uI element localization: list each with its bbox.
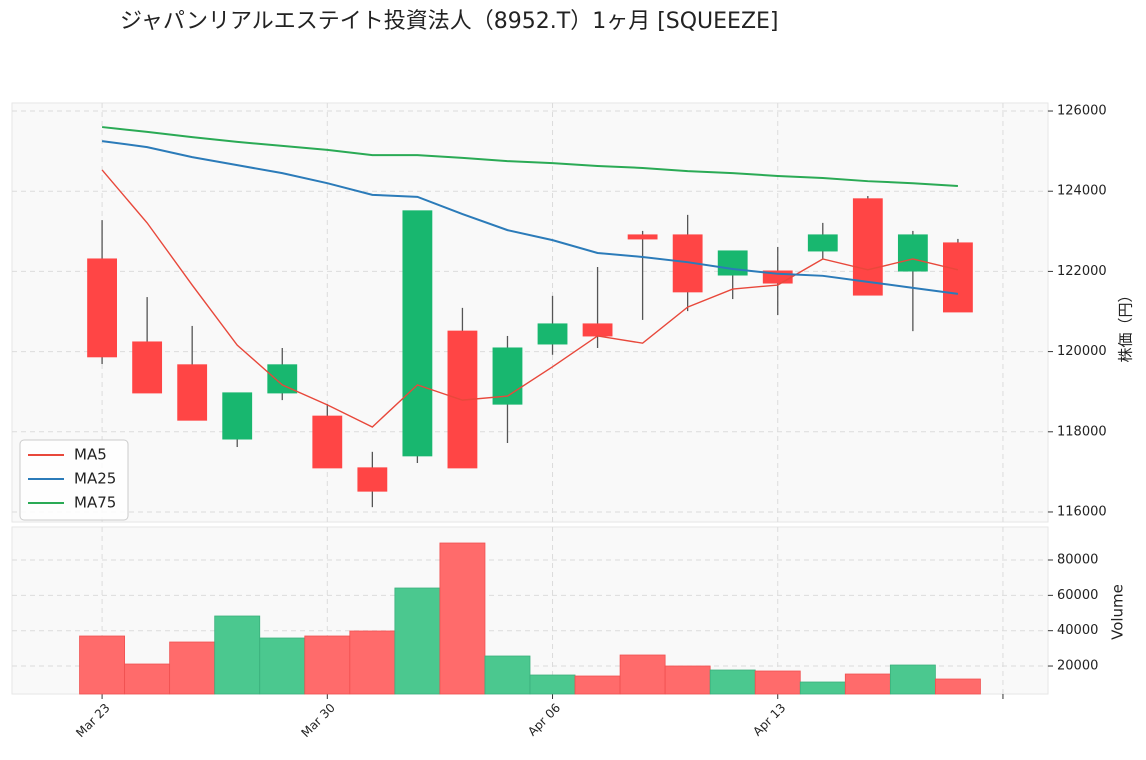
volume-bar <box>844 673 891 695</box>
y-tick-label: 122000 <box>1057 264 1107 279</box>
candle-body <box>897 234 928 272</box>
candle-body <box>312 415 343 469</box>
volume-bar <box>79 635 126 695</box>
candle-body <box>627 234 658 240</box>
x-tick-label: Apr 06 <box>525 701 563 739</box>
volume-bar <box>664 665 711 695</box>
volume-bar <box>799 681 846 695</box>
price-panel <box>11 102 1049 523</box>
volume-bar <box>394 587 441 695</box>
volume-axis-label: Volume <box>1109 584 1127 640</box>
y-axis-label: 株価（円） <box>1117 287 1135 362</box>
ma-line <box>101 140 959 295</box>
volume-bar <box>124 663 171 695</box>
volume-bar <box>574 675 621 695</box>
candle-body <box>267 364 298 394</box>
legend: MA5 MA25 MA75 <box>19 439 129 521</box>
volume-bar <box>214 615 261 695</box>
volume-tick-label: 60000 <box>1057 588 1098 603</box>
x-tick-label: Apr 13 <box>750 701 788 739</box>
candle-body <box>852 198 883 296</box>
candle-body <box>717 250 748 276</box>
y-tick-label: 118000 <box>1057 424 1107 439</box>
volume-bar <box>619 654 666 695</box>
candle-body <box>807 234 838 252</box>
volume-bar <box>529 674 576 695</box>
x-tick-label: Mar 23 <box>73 701 112 740</box>
y-tick-label: 124000 <box>1057 184 1107 199</box>
legend-label: MA25 <box>74 470 116 488</box>
candle-body <box>537 323 568 345</box>
candle-body <box>222 392 253 440</box>
volume-bar <box>754 670 801 695</box>
candle-body <box>402 210 433 457</box>
legend-box <box>19 439 129 521</box>
y-tick-label: 126000 <box>1057 104 1107 119</box>
chart-title: ジャパンリアルエステイト投資法人（8952.T）1ヶ月 [SQUEEZE] <box>120 9 779 34</box>
candle-body <box>492 347 523 405</box>
volume-tick-label: 80000 <box>1057 553 1098 568</box>
volume-bar <box>889 664 936 695</box>
volume-bar <box>934 678 981 695</box>
candle-body <box>582 323 613 337</box>
y-tick-label: 120000 <box>1057 344 1107 359</box>
volume-tick-label: 40000 <box>1057 623 1098 638</box>
candle-body <box>357 467 388 492</box>
volume-bar <box>349 630 396 695</box>
candle-body <box>942 242 973 313</box>
candle-body <box>177 364 208 421</box>
volume-bar <box>484 655 531 695</box>
legend-label: MA75 <box>74 494 116 512</box>
volume-bar <box>304 635 351 695</box>
volume-bar <box>709 669 756 695</box>
candle-body <box>132 341 163 394</box>
volume-bar <box>169 641 216 695</box>
volume-bar <box>259 637 306 695</box>
candle-body <box>87 258 118 358</box>
legend-label: MA5 <box>74 446 107 464</box>
ma-line <box>101 126 958 187</box>
volume-bar <box>439 542 486 695</box>
y-tick-label: 116000 <box>1057 504 1107 519</box>
volume-tick-label: 20000 <box>1057 659 1098 674</box>
ma-line <box>101 169 959 428</box>
x-tick-label: Mar 30 <box>298 701 337 740</box>
